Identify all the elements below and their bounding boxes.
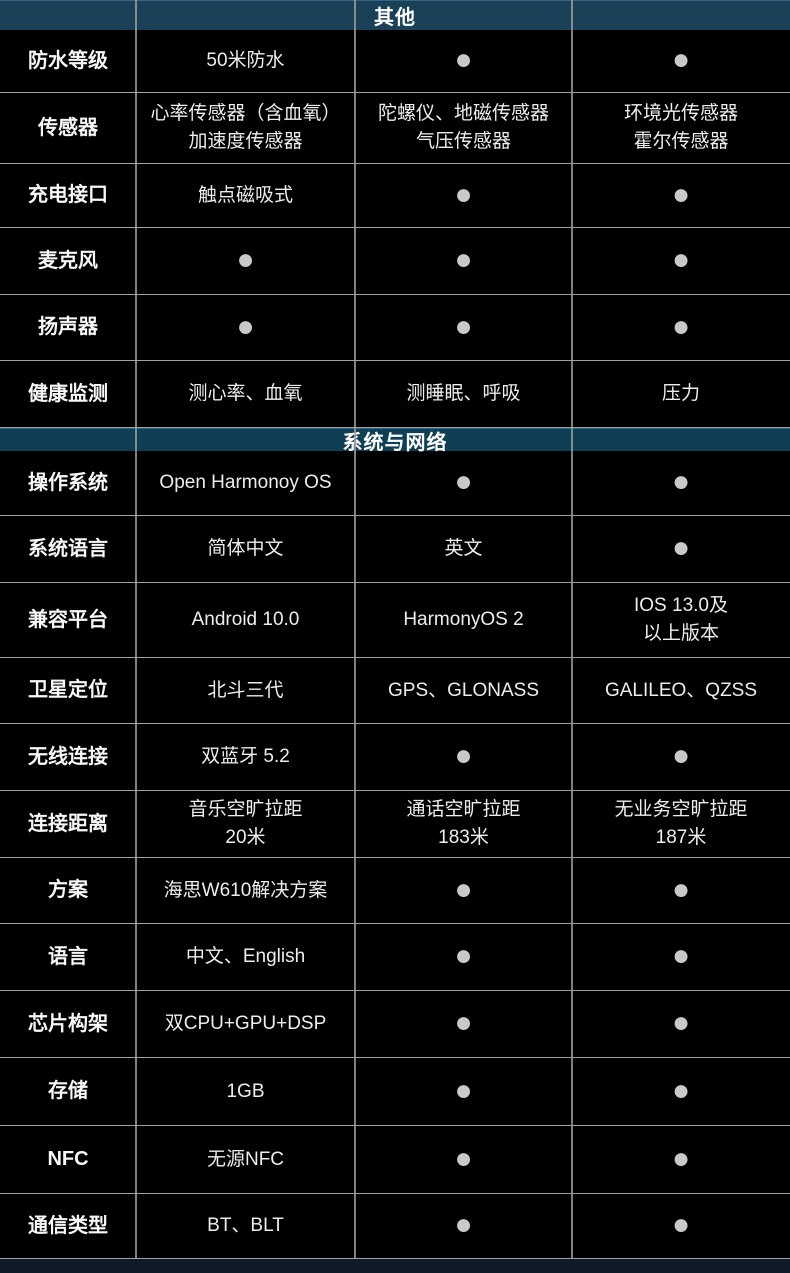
row-label: 芯片构架 (28, 1012, 108, 1035)
row-label: 系统语言 (28, 537, 108, 560)
row-label: NFC (47, 1148, 89, 1170)
table-row: 存储 1GB ● ● (0, 1058, 790, 1126)
table-row: NFC 无源NFC ● ● (0, 1126, 790, 1194)
table-row: 系统语言 简体中文 英文 ● (0, 516, 790, 583)
table-row: 无线连接 双蓝牙 5.2 ● ● (0, 724, 790, 791)
table-row: 操作系统 Open Harmonoy OS ● ● (0, 451, 790, 516)
table-row: 健康监测 测心率、血氧 测睡眠、呼吸 压力 (0, 361, 790, 428)
cell-value: ● (454, 739, 473, 772)
cell-value: GPS、GLONASS (388, 679, 539, 701)
cell-value: 测心率、血氧 (188, 383, 303, 405)
section-header-label: 系统与网络 (342, 431, 448, 454)
cell-value: ● (671, 872, 691, 906)
cell-value: ● (236, 309, 255, 343)
cell-value: Android 10.0 (191, 609, 300, 631)
row-label: 扬声器 (38, 316, 98, 338)
cell-value: ● (671, 1208, 691, 1241)
row-label: 无线连接 (28, 745, 108, 768)
cell-value: ● (671, 309, 691, 343)
table-row: 芯片构架 双CPU+GPU+DSP ● ● (0, 991, 790, 1058)
cell-value: 简体中文 (207, 538, 284, 560)
cell-value: IOS 13.0及 以上版本 (634, 595, 728, 644)
cell-value: ● (671, 1073, 691, 1107)
row-label: 麦克风 (38, 249, 98, 272)
table-row: 充电接口 触点磁吸式 ● ● (0, 164, 790, 228)
cell-value: GALILEO、QZSS (604, 679, 758, 701)
cell-value: 测睡眠、呼吸 (406, 383, 521, 405)
cell-value: ● (671, 43, 691, 76)
cell-value: HarmonyOS 2 (403, 609, 524, 631)
row-label: 语言 (48, 945, 88, 968)
cell-value: 陀螺仪、地磁传感器 气压传感器 (377, 103, 549, 152)
cell-value: ● (671, 939, 691, 972)
cell-value: 海思W610解决方案 (163, 879, 328, 901)
table-row: 连接距离 音乐空旷拉距 20米 通话空旷拉距 183米 无业务空旷拉距 187米 (0, 791, 790, 858)
section-header-system-network: 系统与网络 (0, 428, 790, 454)
section-header-label: 其他 (374, 7, 416, 29)
cell-value: 1GB (226, 1080, 265, 1102)
table-row: 麦克风 ● ● ● (0, 228, 790, 295)
cell-value: ● (671, 1006, 691, 1039)
next-section-band-partial (0, 1259, 790, 1273)
cell-value: 无源NFC (206, 1148, 285, 1170)
table-row: 防水等级 50米防水 ● ● (0, 30, 790, 93)
cell-value: ● (454, 309, 473, 343)
table-row: 兼容平台 Android 10.0 HarmonyOS 2 IOS 13.0及 … (0, 583, 790, 658)
table-row: 通信类型 BT、BLT ● ● (0, 1194, 790, 1259)
cell-value: Open Harmonoy OS (159, 472, 332, 494)
cell-value: ● (671, 531, 691, 564)
cell-value: 音乐空旷拉距 20米 (188, 799, 303, 848)
table-row: 卫星定位 北斗三代 GPS、GLONASS GALILEO、QZSS (0, 658, 790, 724)
cell-value: ● (454, 1006, 473, 1039)
cell-value: ● (671, 739, 691, 772)
row-label: 充电接口 (28, 184, 108, 206)
cell-value: 压力 (661, 383, 700, 405)
cell-value: ● (454, 243, 473, 276)
row-label: 通信类型 (28, 1214, 108, 1237)
cell-value: 英文 (444, 538, 483, 560)
cell-value: ● (671, 177, 691, 211)
cell-value: 无业务空旷拉距 187米 (614, 799, 748, 848)
cell-value: ● (454, 1141, 473, 1175)
cell-value: 双CPU+GPU+DSP (164, 1013, 327, 1035)
cell-value: 50米防水 (206, 50, 285, 72)
cell-value: ● (454, 465, 473, 498)
row-label: 兼容平台 (28, 608, 108, 631)
row-label: 传感器 (38, 116, 98, 139)
cell-value: 环境光传感器 霍尔传感器 (623, 103, 738, 152)
cell-value: 触点磁吸式 (197, 184, 293, 206)
table-row: 传感器 心率传感器（含血氧） 加速度传感器 陀螺仪、地磁传感器 气压传感器 环境… (0, 93, 790, 164)
table-row: 语言 中文、English ● ● (0, 924, 790, 991)
cell-value: 北斗三代 (207, 679, 284, 701)
cell-value: ● (454, 1208, 473, 1241)
cell-value: ● (454, 177, 473, 211)
row-label: 存储 (48, 1080, 88, 1102)
row-label: 健康监测 (28, 382, 108, 405)
cell-value: ● (454, 1073, 473, 1107)
table-row: 方案 海思W610解决方案 ● ● (0, 858, 790, 924)
cell-value: ● (454, 939, 473, 972)
table-row: 扬声器 ● ● ● (0, 295, 790, 361)
cell-value: ● (454, 872, 473, 906)
cell-value: 通话空旷拉距 183米 (406, 799, 521, 848)
cell-value: ● (671, 243, 691, 276)
cell-value: ● (671, 1141, 691, 1175)
row-label: 操作系统 (28, 471, 108, 494)
cell-value: BT、BLT (207, 1215, 284, 1237)
row-label: 连接距离 (28, 812, 108, 835)
row-label: 防水等级 (28, 49, 108, 72)
section-header-other: 其他 (0, 0, 790, 30)
cell-value: 中文、English (185, 946, 306, 968)
cell-value: 心率传感器（含血氧） 加速度传感器 (150, 103, 341, 152)
cell-value: ● (454, 43, 473, 76)
row-label: 卫星定位 (28, 679, 108, 701)
cell-value: ● (671, 465, 691, 498)
cell-value: 双蓝牙 5.2 (201, 746, 290, 768)
cell-value: ● (236, 243, 255, 276)
row-label: 方案 (48, 879, 88, 901)
